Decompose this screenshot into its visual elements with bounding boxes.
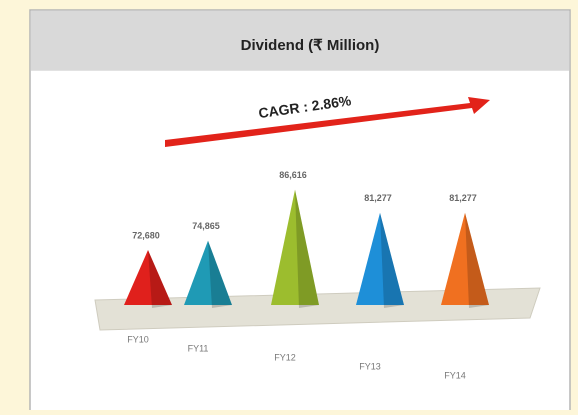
pyramid-shade [295,189,319,308]
x-tick-label: FY11 [188,343,209,353]
x-tick-label: FY14 [444,370,466,380]
pyramid [356,212,404,305]
chart-title: Dividend (₹ Million) [241,37,380,54]
pyramid [271,189,319,305]
pyramid-shade [148,250,172,308]
card-header [30,10,570,71]
trend-arrow [165,97,490,147]
pyramid-shade [380,212,404,308]
value-label: 81,277 [449,193,477,203]
pyramid-shade [465,212,489,308]
x-tick-label: FY13 [359,361,381,371]
x-tick-label: FY10 [127,334,149,344]
x-tick-label: FY12 [274,352,296,362]
card [29,9,571,415]
pyramid [441,212,489,305]
pyramid [184,240,232,305]
value-label: 86,616 [279,170,307,180]
value-label: 72,680 [132,230,160,240]
value-label: 81,277 [364,193,392,203]
pyramid [124,250,172,305]
value-label: 74,865 [192,221,220,231]
pyramid-shade [208,240,232,308]
